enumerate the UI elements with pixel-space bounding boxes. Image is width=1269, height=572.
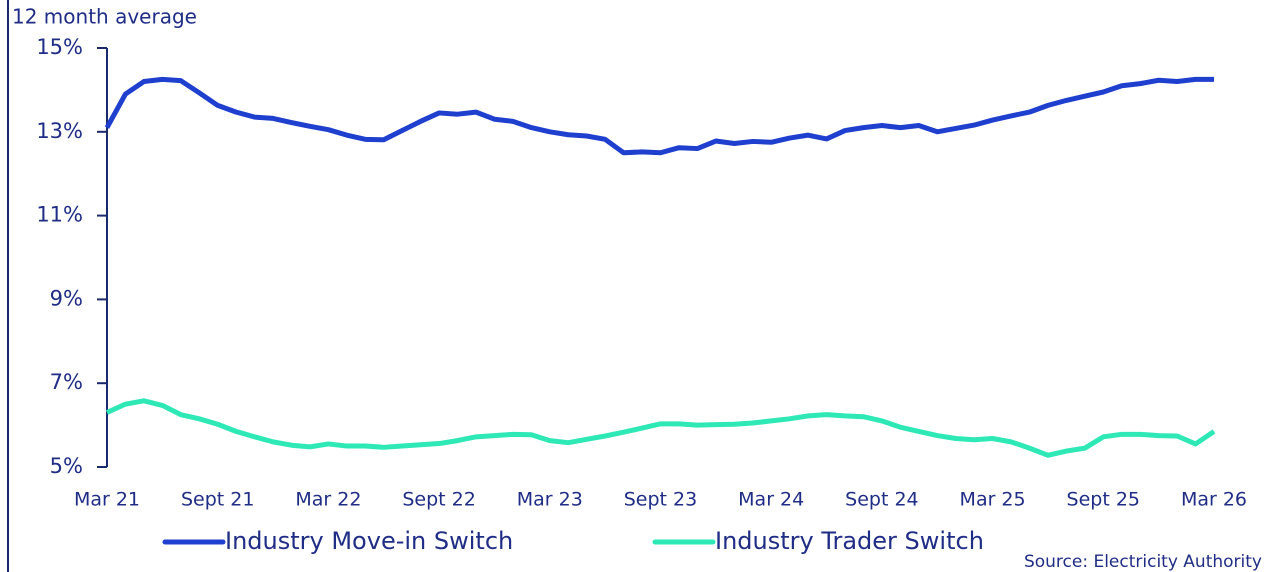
series-line: [105, 398, 1216, 458]
legend-label: Industry Trader Switch: [715, 527, 984, 555]
y-tick-label: 11%: [36, 203, 83, 227]
legend-label: Industry Move-in Switch: [225, 527, 513, 555]
y-tick-label: 7%: [50, 370, 83, 394]
x-tick-label: Sept 22: [402, 489, 475, 511]
x-tick-label: Mar 22: [295, 489, 361, 511]
x-tick-label: Mar 25: [960, 489, 1026, 511]
series-line: [104, 76, 1214, 156]
y-tick-label: 13%: [36, 119, 83, 143]
x-tick-label: Mar 21: [74, 489, 140, 511]
x-tick-label: Sept 24: [845, 489, 918, 511]
y-tick-label: 5%: [50, 454, 83, 478]
x-tick-label: Sept 23: [624, 489, 697, 511]
source: Source: Electricity Authority: [1024, 552, 1262, 572]
x-tick-label: Sept 25: [1067, 489, 1140, 511]
x-tick-label: Mar 26: [1181, 489, 1247, 511]
y-axis-label: 12 month average: [12, 5, 197, 29]
x-tick-label: Mar 24: [738, 489, 804, 511]
x-tick-label: Mar 23: [517, 489, 583, 511]
y-tick-label: 9%: [50, 286, 83, 310]
y-tick-label: 15%: [36, 35, 83, 59]
x-tick-label: Sept 21: [181, 489, 254, 511]
